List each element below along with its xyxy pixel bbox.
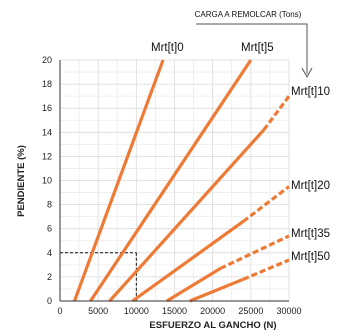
series-dashed-mrt-t-20	[242, 185, 290, 223]
series-line-mrt-t-5	[89, 59, 253, 302]
reference-lines	[60, 252, 137, 301]
series-dashed-mrt-t-35	[219, 234, 290, 270]
y-tick-label: 6	[47, 224, 52, 234]
x-axis-label: ESFUERZO AL GANCHO (N)	[149, 320, 276, 331]
series-line-mrt-t-35	[166, 267, 222, 303]
x-tick-label: 15000	[162, 306, 187, 316]
grid	[59, 59, 290, 302]
top-arrow-line	[196, 23, 308, 74]
y-tick-label: 2	[47, 272, 52, 282]
x-tick-label: 10000	[124, 306, 149, 316]
y-tick-label: 8	[47, 200, 52, 210]
y-tick-label: 12	[42, 151, 52, 161]
x-tick-label: 5000	[88, 306, 108, 316]
series-dashed-mrt-t-10	[262, 95, 291, 131]
series-label-mrt-t-0: Mrt[t]0	[151, 42, 184, 54]
x-tick-label: 30000	[276, 306, 301, 316]
series-line-mrt-t-20	[131, 220, 245, 303]
series-label-mrt-t-50: Mrt[t]50	[291, 251, 330, 263]
x-tick-label: 0	[57, 306, 62, 316]
series-line-mrt-t-0	[73, 59, 165, 302]
y-tick-label: 18	[42, 79, 52, 89]
top-label: CARGA A REMOLCAR (Tons)	[195, 10, 302, 19]
y-tick-label: 0	[47, 296, 52, 306]
series-label-mrt-t-5: Mrt[t]5	[241, 42, 274, 54]
series-lines	[73, 59, 291, 303]
ticks: 0 5000 10000 15000 20000 25000 30000 0 2 4 6 8 10 12 1…	[42, 55, 302, 316]
series-label-mrt-t-20: Mrt[t]20	[291, 180, 330, 192]
y-tick-label: 10	[42, 176, 52, 186]
y-tick-label: 16	[42, 103, 52, 113]
top-arrow-head	[301, 67, 313, 79]
y-tick-label: 20	[42, 55, 52, 65]
series-label-mrt-t-10: Mrt[t]10	[291, 86, 330, 98]
series-line-mrt-t-50	[189, 277, 244, 303]
series-dashed-mrt-t-50	[242, 258, 290, 281]
y-tick-label: 14	[42, 127, 52, 137]
series-labels: Mrt[t]0 Mrt[t]5 Mrt[t]10 Mrt[t]20 Mrt[t]35 Mr…	[151, 42, 330, 263]
y-tick-label: 4	[47, 248, 52, 258]
series-line-mrt-t-10	[108, 128, 265, 303]
series-label-mrt-t-35: Mrt[t]35	[291, 228, 330, 240]
x-tick-label: 20000	[200, 306, 225, 316]
y-axis-label: PENDIENTE (%)	[16, 145, 27, 217]
x-tick-label: 25000	[238, 306, 263, 316]
